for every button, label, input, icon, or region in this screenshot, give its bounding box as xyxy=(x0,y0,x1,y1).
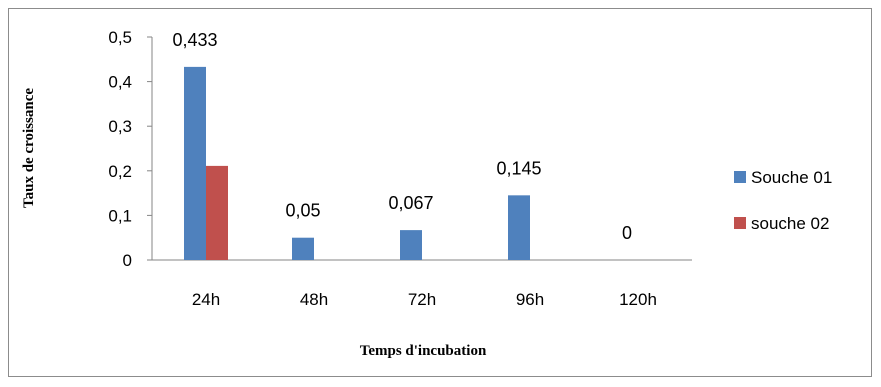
x-tick-label: 96h xyxy=(516,290,544,309)
y-axis: 0 0,1 0,2 0,3 0,4 0,5 xyxy=(108,28,153,270)
y-tick-label: 0 xyxy=(123,251,132,270)
bar xyxy=(292,237,314,260)
data-label: 0,433 xyxy=(172,30,217,50)
x-tick-label: 72h xyxy=(408,290,436,309)
bars xyxy=(184,66,530,260)
x-axis-title: Temps d'incubation xyxy=(360,343,487,359)
legend-swatch xyxy=(734,171,746,183)
y-tick-label: 0,2 xyxy=(108,162,132,181)
x-tick-label: 24h xyxy=(192,290,220,309)
legend-swatch xyxy=(734,217,746,229)
x-tick-label: 48h xyxy=(300,290,328,309)
x-axis: 24h 48h 72h 96h 120h xyxy=(152,259,692,309)
legend-label: Souche 01 xyxy=(751,168,832,187)
y-axis-title: Taux de croissance xyxy=(21,88,37,208)
bar xyxy=(508,195,530,260)
y-tick-label: 0,3 xyxy=(108,117,132,136)
y-tick-label: 0,1 xyxy=(108,206,132,225)
legend-label: souche 02 xyxy=(751,214,829,233)
data-label: 0,145 xyxy=(496,158,541,178)
data-labels: 0,433 0,05 0,067 0,145 0 xyxy=(172,30,632,243)
legend: Souche 01 souche 02 xyxy=(734,168,832,233)
x-tick-label: 120h xyxy=(619,290,657,309)
y-tick-label: 0,5 xyxy=(108,28,132,47)
data-label: 0,067 xyxy=(388,193,433,213)
data-label: 0,05 xyxy=(285,201,320,221)
bar xyxy=(206,165,228,260)
y-tick-label: 0,4 xyxy=(108,73,132,92)
bar xyxy=(400,230,422,260)
data-label: 0 xyxy=(622,223,632,243)
bar xyxy=(184,66,206,260)
